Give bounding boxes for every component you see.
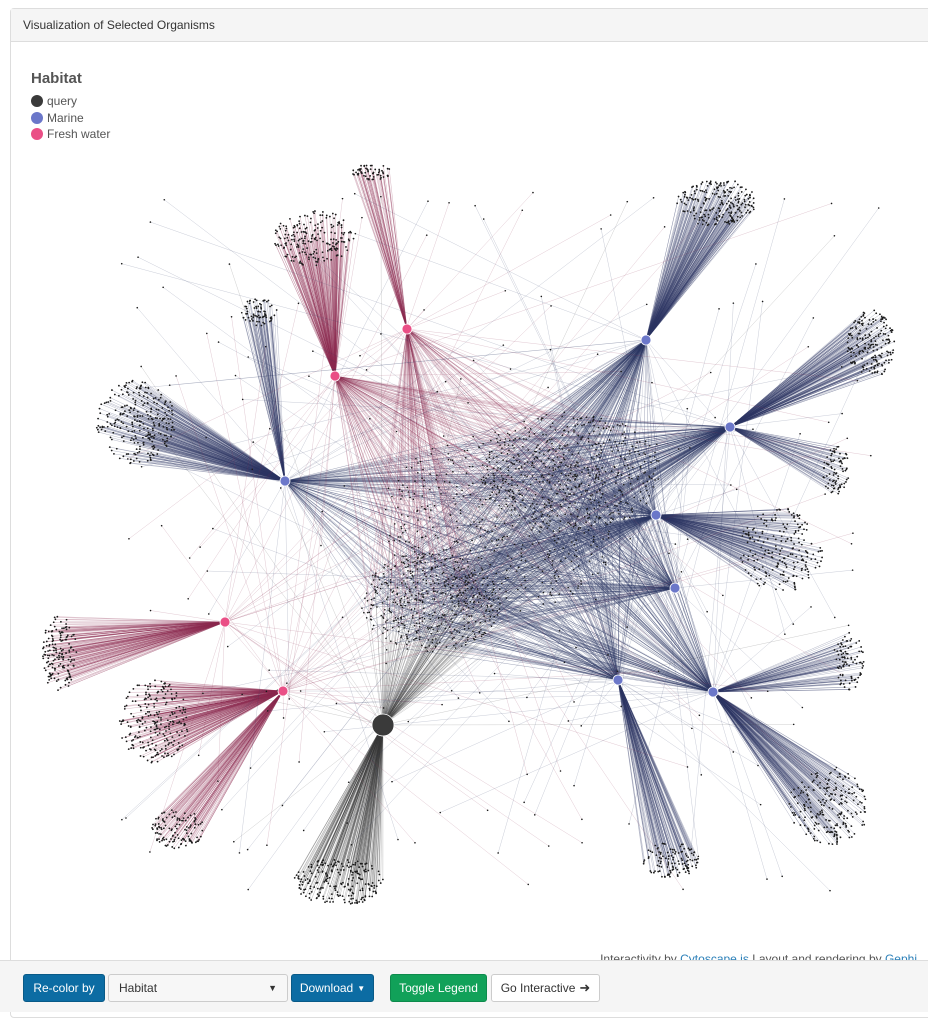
visualization-panel: Visualization of Selected Organisms Habi… <box>10 8 928 1018</box>
toggle-legend-label: Toggle Legend <box>399 981 478 995</box>
hub-node-marine[interactable] <box>670 583 680 593</box>
recolor-select-value: Habitat <box>119 981 157 995</box>
panel-title: Visualization of Selected Organisms <box>11 9 928 42</box>
hub-node-marine[interactable] <box>725 422 735 432</box>
recolor-select[interactable]: Habitat ▼ <box>108 974 288 1002</box>
hub-node-fresh[interactable] <box>220 617 230 627</box>
go-interactive-button[interactable]: Go Interactive ➜ <box>491 974 600 1002</box>
hub-node-fresh[interactable] <box>402 324 412 334</box>
legend-dot-query <box>31 95 43 107</box>
hub-node-marine[interactable] <box>651 510 661 520</box>
go-interactive-label: Go Interactive <box>501 981 576 995</box>
hub-node-marine[interactable] <box>641 335 651 345</box>
legend-dot-marine <box>31 112 43 124</box>
download-label: Download <box>300 981 353 995</box>
edge-layer <box>43 166 894 904</box>
legend: Habitat query Marine Fresh water <box>31 70 110 143</box>
graph-area[interactable]: Habitat query Marine Fresh water Interac… <box>11 42 928 968</box>
recolor-button[interactable]: Re-color by <box>23 974 105 1002</box>
legend-dot-fresh-water <box>31 128 43 140</box>
caret-down-icon: ▼ <box>268 983 277 993</box>
legend-label-fresh-water: Fresh water <box>47 127 110 141</box>
caret-down-icon: ▼ <box>357 984 365 993</box>
hub-node-marine[interactable] <box>708 687 718 697</box>
arrow-right-icon: ➜ <box>579 980 590 996</box>
download-button[interactable]: Download ▼ <box>291 974 374 1002</box>
hub-node-marine[interactable] <box>613 675 623 685</box>
hub-node-fresh[interactable] <box>278 686 288 696</box>
legend-item-marine: Marine <box>31 110 110 127</box>
network-graph[interactable] <box>11 42 928 968</box>
legend-item-fresh-water: Fresh water <box>31 126 110 143</box>
legend-item-query: query <box>31 93 110 110</box>
recolor-label: Re-color by <box>33 981 94 995</box>
panel-footer: Re-color by Habitat ▼ Download ▼ Toggle … <box>0 960 928 1012</box>
legend-label-query: query <box>47 94 77 108</box>
legend-label-marine: Marine <box>47 111 84 125</box>
hub-node-fresh[interactable] <box>330 371 340 381</box>
hub-node-query[interactable] <box>372 714 394 736</box>
toggle-legend-button[interactable]: Toggle Legend <box>390 974 487 1002</box>
hub-node-marine[interactable] <box>280 476 290 486</box>
legend-title: Habitat <box>31 70 110 87</box>
